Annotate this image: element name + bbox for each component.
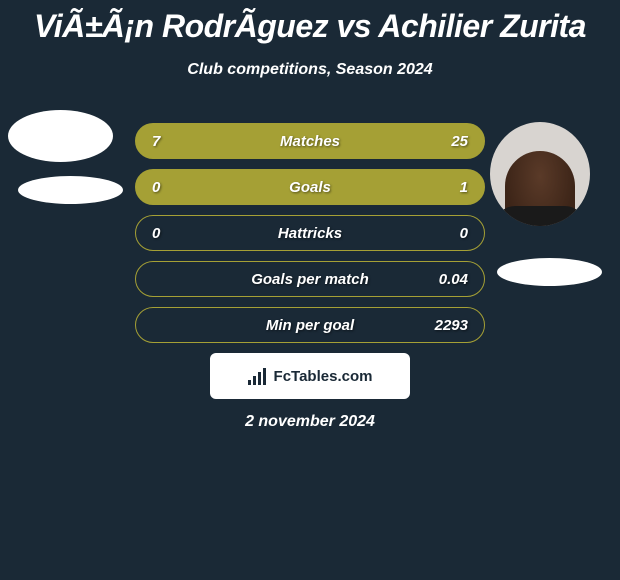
stat-label: Matches — [280, 133, 340, 150]
logo-text: FcTables.com — [274, 368, 373, 385]
stat-label: Min per goal — [266, 317, 354, 334]
fctables-logo[interactable]: FcTables.com — [210, 353, 410, 399]
stat-left-value: 0 — [152, 225, 160, 242]
comparison-title: ViÃ±Ã¡n RodrÃ­guez vs Achilier Zurita — [0, 8, 620, 45]
stat-row-goals: 0 Goals 1 — [135, 169, 485, 205]
stat-row-min-per-goal: Min per goal 2293 — [135, 307, 485, 343]
stat-left-value: 0 — [152, 179, 160, 196]
stat-right-value: 1 — [460, 179, 468, 196]
comparison-date: 2 november 2024 — [0, 413, 620, 431]
player-left-badge — [18, 176, 123, 204]
stat-right-value: 0.04 — [439, 271, 468, 288]
stat-label: Goals — [289, 179, 331, 196]
stat-row-goals-per-match: Goals per match 0.04 — [135, 261, 485, 297]
player-left-avatar — [8, 110, 113, 162]
stat-row-matches: 7 Matches 25 — [135, 123, 485, 159]
comparison-subtitle: Club competitions, Season 2024 — [0, 61, 620, 79]
stat-right-value: 0 — [460, 225, 468, 242]
stat-left-value: 7 — [152, 133, 160, 150]
stat-right-value: 2293 — [435, 317, 468, 334]
logo-chart-icon — [248, 367, 270, 385]
player-right-badge — [497, 258, 602, 286]
stat-label: Hattricks — [278, 225, 342, 242]
stat-right-value: 25 — [451, 133, 468, 150]
stats-container: 7 Matches 25 0 Goals 1 0 Hattricks 0 Goa… — [135, 123, 485, 343]
stat-label: Goals per match — [251, 271, 369, 288]
player-right-avatar — [490, 122, 590, 226]
stat-row-hattricks: 0 Hattricks 0 — [135, 215, 485, 251]
